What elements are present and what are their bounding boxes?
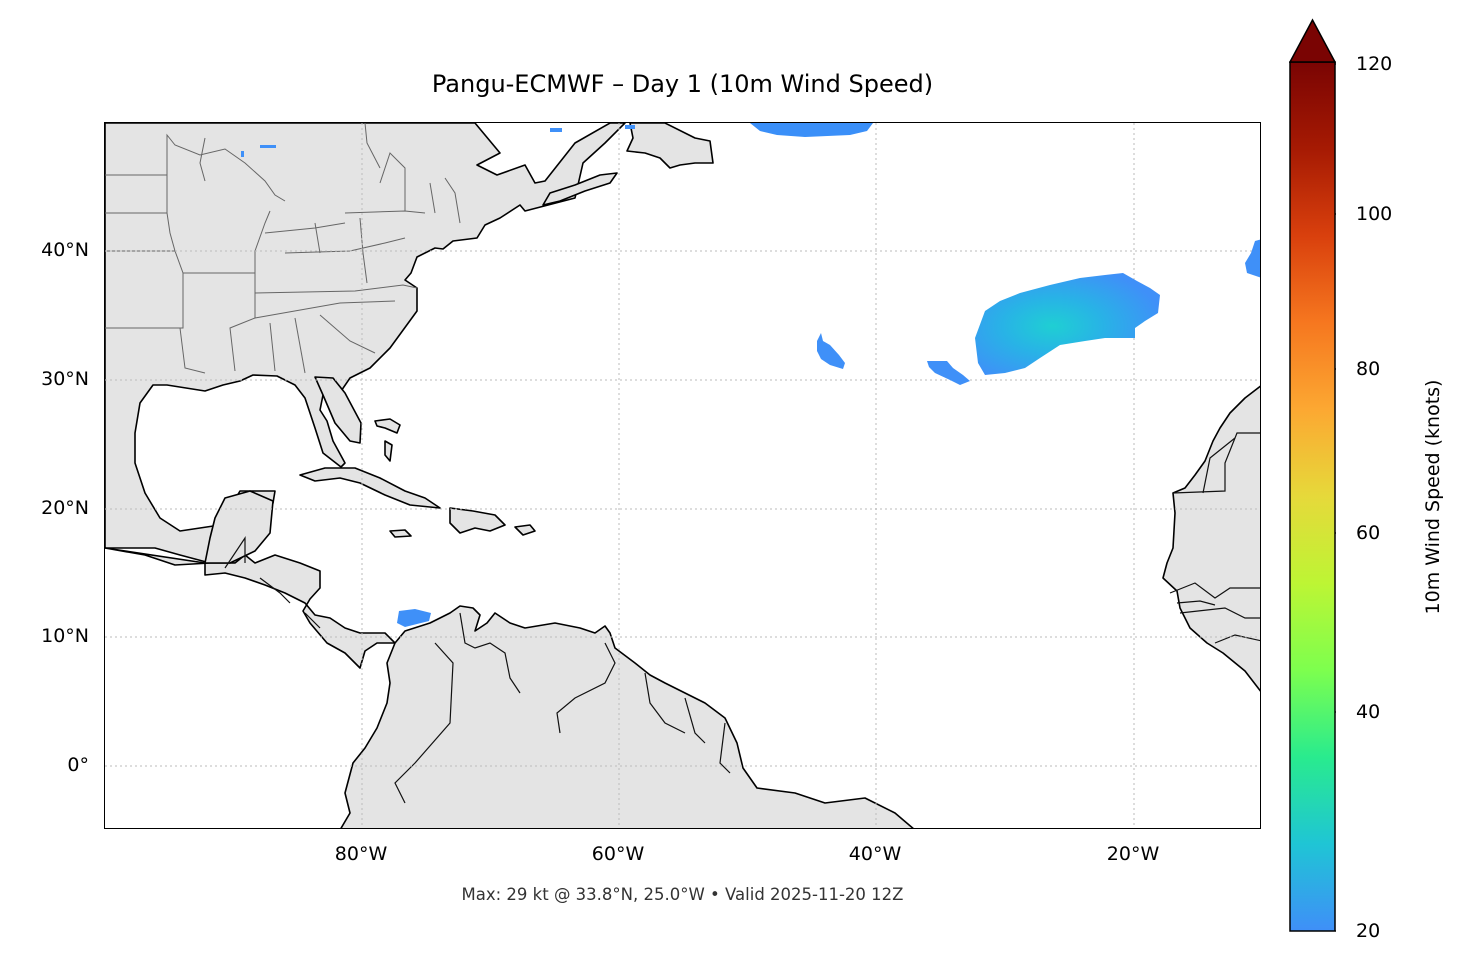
newfoundland	[626, 123, 714, 169]
wind-great-lakes-speck-2	[241, 151, 244, 157]
x-tick-80w: 80°W	[334, 843, 388, 865]
colorbar-extend-arrow	[1289, 18, 1336, 63]
florida	[314, 376, 362, 444]
south-america	[340, 605, 914, 828]
colorbar	[1289, 18, 1336, 932]
central-america	[105, 547, 396, 669]
colorbar-tick-20: 20	[1356, 920, 1381, 942]
nova-scotia	[542, 172, 618, 206]
wind-speed-layer	[241, 123, 1260, 627]
cuba	[299, 467, 441, 509]
wind-caribbean	[397, 609, 431, 627]
land-layer	[105, 123, 1260, 828]
y-tick-40n: 40°N	[41, 239, 89, 261]
puerto-rico	[514, 524, 536, 536]
wind-mid-atlantic	[817, 333, 845, 369]
bahamas	[374, 418, 401, 434]
north-america	[105, 123, 626, 564]
colorbar-tick-40: 40	[1356, 701, 1381, 723]
wind-gulf-st-lawrence-speck	[550, 128, 562, 132]
wind-north-edge	[750, 123, 873, 137]
y-tick-30n: 30°N	[41, 368, 89, 390]
wind-central-atlantic-max	[975, 273, 1160, 375]
wind-great-lakes-speck	[260, 145, 276, 148]
wind-iberia-edge	[1245, 239, 1260, 278]
x-tick-60w: 60°W	[591, 843, 645, 865]
africa	[1162, 385, 1260, 692]
colorbar-tick-60: 60	[1356, 522, 1381, 544]
colorbar-label: 10m Wind Speed (knots)	[1422, 379, 1444, 615]
colorbar-tick-100: 100	[1356, 203, 1393, 225]
colorbar-tick-80: 80	[1356, 358, 1381, 380]
y-tick-0: 0°	[67, 754, 89, 776]
x-tick-40w: 40°W	[848, 843, 902, 865]
max-valid-caption: Max: 29 kt @ 33.8°N, 25.0°W • Valid 2025…	[461, 885, 904, 904]
yucatan	[204, 490, 274, 564]
y-tick-20n: 20°N	[41, 497, 89, 519]
map-plot-area	[104, 122, 1261, 829]
x-tick-20w: 20°W	[1106, 843, 1160, 865]
wind-azores-west	[927, 361, 970, 385]
jamaica	[389, 529, 412, 538]
state-borders-layer	[105, 123, 461, 374]
map-canvas	[105, 123, 1260, 828]
chart-title: Pangu-ECMWF – Day 1 (10m Wind Speed)	[431, 70, 934, 98]
country-borders-layer	[224, 432, 1260, 804]
bahamas-2	[384, 440, 393, 462]
colorbar-tick-120: 120	[1356, 53, 1393, 75]
hispaniola	[449, 507, 506, 534]
wind-labrador-speck	[625, 125, 635, 129]
y-tick-10n: 10°N	[41, 625, 89, 647]
